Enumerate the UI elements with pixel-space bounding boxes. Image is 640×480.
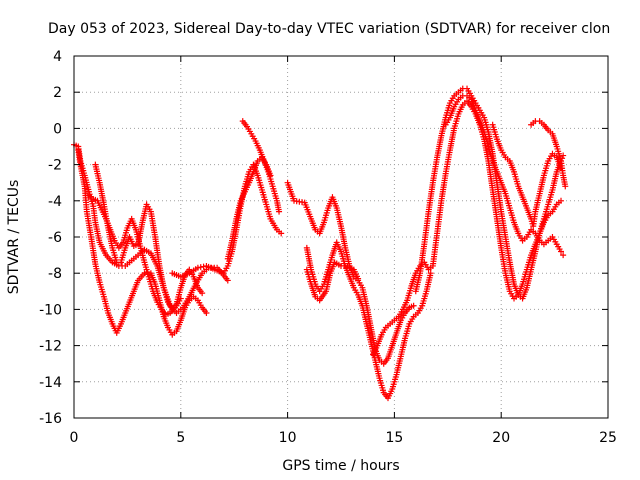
data-point	[558, 197, 565, 204]
y-tick-label: -12	[39, 339, 62, 355]
data-point	[560, 152, 567, 159]
series-track-a	[71, 141, 231, 317]
y-tick-label: 4	[53, 49, 62, 65]
data-point	[560, 252, 567, 259]
series-track-n	[489, 121, 565, 230]
y-tick-label: -14	[39, 375, 62, 391]
data-point	[410, 302, 417, 309]
data-point	[278, 230, 285, 237]
data-point	[562, 183, 569, 190]
data-point	[224, 277, 231, 284]
data-point	[276, 208, 283, 215]
series-track-b	[75, 147, 210, 338]
series-track-c	[85, 192, 184, 318]
y-tick-label: 2	[53, 85, 62, 101]
series-track-j	[303, 259, 362, 304]
series-track-e	[169, 161, 285, 280]
data-points	[71, 85, 569, 402]
x-tick-label: 10	[279, 430, 297, 446]
series-track-h	[284, 179, 417, 367]
series-track-l	[412, 85, 567, 302]
y-axis-label: SDTVAR / TECUs	[6, 180, 22, 295]
data-point	[355, 275, 362, 282]
series-track-i	[303, 239, 434, 402]
y-tick-label: 0	[53, 121, 62, 137]
chart-title: Day 053 of 2023, Sidereal Day-to-day VTE…	[48, 21, 610, 37]
y-tick-label: -6	[48, 230, 62, 246]
series-track-m	[442, 92, 567, 259]
x-tick-label: 20	[492, 430, 510, 446]
x-tick-label: 15	[385, 430, 403, 446]
data-point	[194, 264, 201, 271]
series-track-k	[370, 98, 565, 358]
data-point	[558, 248, 565, 255]
series-track-o	[528, 118, 569, 190]
x-tick-label: 5	[176, 430, 185, 446]
data-point	[197, 264, 204, 271]
series-track-d	[92, 161, 206, 313]
y-tick-label: -2	[48, 158, 62, 174]
x-tick-label: 25	[599, 430, 617, 446]
axis-ticks: 0 5 10 15 20 25 -16 -14 -12 -10 -8 -6 -4 -2 0 2 4	[39, 49, 617, 446]
data-point	[427, 270, 434, 277]
y-tick-label: -16	[39, 411, 62, 427]
x-axis-label: GPS time / hours	[282, 458, 399, 474]
series-track-g	[239, 118, 283, 215]
y-tick-label: -10	[39, 302, 62, 318]
x-tick-label: 0	[70, 430, 79, 446]
y-tick-label: -8	[48, 266, 62, 282]
y-tick-label: -4	[48, 194, 62, 210]
data-point	[199, 290, 206, 297]
data-point	[203, 310, 210, 317]
